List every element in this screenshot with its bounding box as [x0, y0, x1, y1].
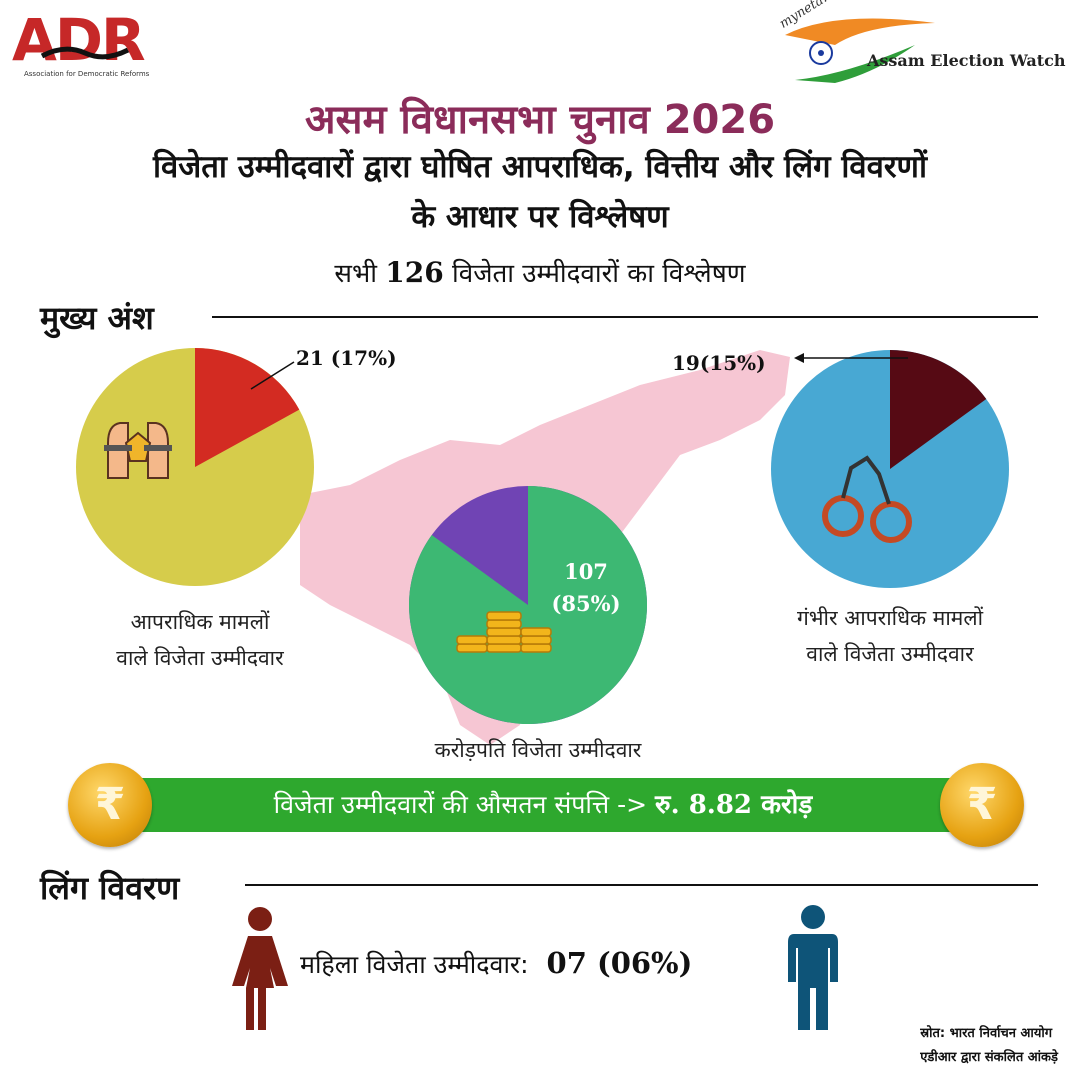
adr-logo-subtitle: Association for Democratic Reforms [24, 70, 150, 78]
adr-logo: ADR Association for Democratic Reforms [10, 8, 170, 80]
source-line-2: एडीआर द्वारा संकलित आंकड़े [920, 1050, 1058, 1065]
average-assets-value: रु. 8.82 करोड़ [655, 790, 813, 820]
serious-caption-line-2: वाले विजेता उम्मीदवार [806, 642, 974, 666]
average-assets-banner [128, 778, 958, 832]
criminal-pie-slice [195, 348, 300, 467]
women-winners-value: 07 (06%) [546, 946, 693, 980]
coin-stack-icon [456, 611, 552, 653]
highlights-divider [212, 316, 1038, 318]
crorepati-caption: करोड़पति विजेता उम्मीदवार [434, 738, 642, 762]
average-assets-text: विजेता उम्मीदवारों की औसतन संपत्ति -> रु… [128, 778, 958, 832]
criminal-caption-line-1: आपराधिक मामलों [130, 610, 270, 634]
subtitle-line-2: के आधार पर विश्लेषण [411, 199, 669, 235]
women-winners-line: महिला विजेता उम्मीदवार: 07 (06%) [300, 946, 692, 981]
criminal-caption-line-2: वाले विजेता उम्मीदवार [116, 646, 284, 670]
analysis-suffix: विजेता उम्मीदवारों का विश्लेषण [452, 259, 746, 289]
crorepati-value-count: 107 [564, 559, 608, 584]
serious-pointer-arrow [794, 353, 908, 363]
assam-election-watch-text: Assam Election Watch [867, 51, 1066, 70]
highlights-heading: मुख्य अंश [40, 299, 154, 337]
female-figure-icon [232, 907, 288, 1030]
analysis-prefix: सभी [334, 259, 378, 289]
gender-divider [245, 884, 1038, 886]
serious-pie-slice [890, 350, 987, 469]
serious-cases-pie [771, 350, 1009, 588]
crorepati-pie [409, 486, 647, 724]
serious-value-label: 19(15%) [672, 351, 766, 375]
handcuffs-icon [822, 455, 912, 543]
rupee-coin-icon-right: ₹ [940, 763, 1024, 847]
criminal-value-label: 21 (17%) [296, 346, 397, 370]
criminal-pointer-line [250, 361, 295, 390]
source-line-1: स्रोत: भारत निर्वाचन आयोग [920, 1026, 1053, 1041]
male-figure-icon [788, 905, 838, 1030]
analysis-line: सभी 126 विजेता उम्मीदवारों का विश्लेषण [0, 254, 1080, 290]
gender-heading: लिंग विवरण [40, 869, 180, 907]
handcuffed-hands-icon [104, 422, 172, 479]
crorepati-value-percent: (85%) [551, 591, 621, 616]
rupee-coin-icon-left: ₹ [68, 763, 152, 847]
serious-caption: गंभीर आपराधिक मामलों वाले विजेता उम्मीदव… [730, 600, 1050, 672]
source-note: स्रोत: भारत निर्वाचन आयोग एडीआर द्वारा स… [920, 1022, 1058, 1070]
criminal-caption: आपराधिक मामलों वाले विजेता उम्मीदवार [60, 604, 340, 676]
criminal-cases-pie [76, 348, 314, 586]
analysis-count: 126 [385, 256, 444, 289]
adr-logo-text: ADR [12, 6, 146, 74]
women-winners-label: महिला विजेता उम्मीदवार: [300, 950, 529, 979]
serious-caption-line-1: गंभीर आपराधिक मामलों [796, 606, 984, 630]
subtitle-line-1: विजेता उम्मीदवारों द्वारा घोषित आपराधिक,… [153, 149, 927, 185]
page-title: असम विधानसभा चुनाव 2026 [304, 97, 776, 143]
crorepati-value-label: 107 (85%) [536, 556, 636, 620]
assam-election-watch-logo: myneta.info Assam Election Watch [775, 0, 1075, 85]
page-subtitle: विजेता उम्मीदवारों द्वारा घोषित आपराधिक,… [20, 142, 1060, 242]
average-assets-label: विजेता उम्मीदवारों की औसतन संपत्ति -> [273, 790, 648, 819]
crorepati-pie-slice [409, 486, 647, 724]
